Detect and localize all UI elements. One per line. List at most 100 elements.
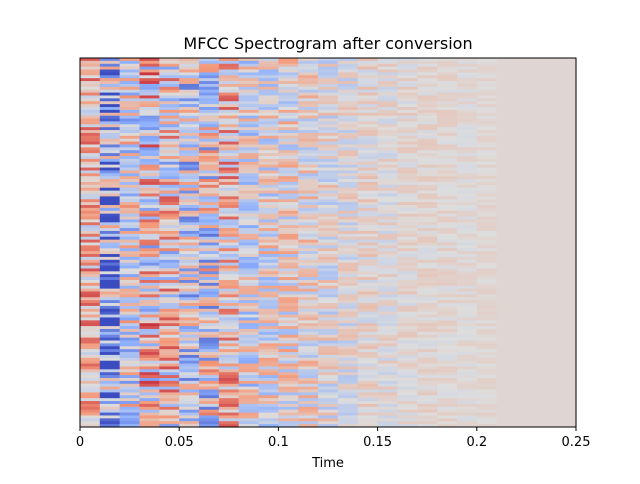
heatmap-cell bbox=[238, 409, 260, 414]
heatmap-cell bbox=[417, 115, 438, 120]
heatmap-cell bbox=[516, 202, 537, 206]
heatmap-cell bbox=[218, 363, 240, 368]
heatmap-cell bbox=[238, 75, 260, 79]
heatmap-cell bbox=[397, 254, 418, 258]
heatmap-cell bbox=[139, 372, 160, 376]
heatmap-cell bbox=[496, 190, 518, 195]
heatmap-cell bbox=[496, 311, 518, 316]
heatmap-cell bbox=[397, 375, 418, 379]
heatmap-cell bbox=[218, 72, 240, 76]
heatmap-cell bbox=[159, 392, 180, 396]
heatmap-cell bbox=[556, 308, 577, 313]
heatmap-cell bbox=[258, 357, 279, 362]
heatmap-cell bbox=[476, 118, 498, 123]
heatmap-cell bbox=[278, 297, 299, 301]
heatmap-cell bbox=[119, 150, 141, 154]
heatmap-cell bbox=[476, 406, 498, 411]
heatmap-cell bbox=[119, 406, 141, 411]
heatmap-cell bbox=[119, 222, 141, 226]
heatmap-cell bbox=[357, 130, 379, 134]
heatmap-cell bbox=[258, 127, 279, 131]
heatmap-cell bbox=[258, 196, 279, 200]
heatmap-cell bbox=[536, 303, 557, 307]
heatmap-cell bbox=[536, 254, 557, 258]
heatmap-cell bbox=[377, 127, 399, 131]
heatmap-cell bbox=[159, 395, 180, 399]
heatmap-cell bbox=[119, 297, 141, 301]
heatmap-cell bbox=[99, 81, 121, 85]
heatmap-cell bbox=[536, 406, 557, 411]
heatmap-cell bbox=[179, 328, 200, 333]
heatmap-cell bbox=[278, 150, 299, 154]
heatmap-cell bbox=[199, 334, 220, 339]
heatmap-cell bbox=[496, 225, 518, 229]
heatmap-cell bbox=[139, 311, 160, 316]
heatmap-cell bbox=[496, 291, 518, 295]
heatmap-cell bbox=[456, 268, 478, 272]
heatmap-cell bbox=[99, 72, 121, 76]
heatmap-cell bbox=[298, 170, 319, 174]
heatmap-cell bbox=[357, 363, 379, 368]
heatmap-cell bbox=[397, 303, 418, 307]
heatmap-cell bbox=[496, 334, 518, 339]
heatmap-cell bbox=[377, 251, 399, 255]
heatmap-cell bbox=[496, 259, 518, 264]
heatmap-cell bbox=[337, 170, 359, 174]
heatmap-cell bbox=[139, 409, 160, 414]
heatmap-cell bbox=[258, 81, 279, 85]
heatmap-cell bbox=[218, 314, 240, 319]
heatmap-cell bbox=[476, 144, 498, 148]
heatmap-cell bbox=[278, 127, 299, 131]
heatmap-cell bbox=[476, 401, 498, 405]
heatmap-cell bbox=[139, 369, 160, 373]
heatmap-cell bbox=[476, 245, 498, 249]
heatmap-cell bbox=[417, 202, 438, 206]
heatmap-cell bbox=[337, 144, 359, 148]
heatmap-cell bbox=[159, 138, 180, 143]
heatmap-cell bbox=[139, 199, 160, 203]
heatmap-cell bbox=[437, 363, 458, 368]
heatmap-cell bbox=[80, 173, 101, 177]
heatmap-cell bbox=[318, 196, 339, 200]
heatmap-cell bbox=[159, 326, 180, 330]
heatmap-cell bbox=[119, 89, 141, 94]
heatmap-cell bbox=[357, 314, 379, 319]
heatmap-cell bbox=[357, 352, 379, 356]
heatmap-cell bbox=[99, 107, 121, 111]
heatmap-cell bbox=[536, 144, 557, 148]
heatmap-cell bbox=[159, 161, 180, 166]
heatmap-cell bbox=[298, 216, 319, 221]
heatmap-cell bbox=[476, 377, 498, 382]
heatmap-cell bbox=[318, 403, 339, 408]
heatmap-cell bbox=[298, 389, 319, 393]
heatmap-cell bbox=[437, 60, 458, 65]
heatmap-cell bbox=[357, 415, 379, 419]
heatmap-cell bbox=[516, 360, 537, 365]
heatmap-cell bbox=[179, 279, 200, 284]
heatmap-cell bbox=[119, 225, 141, 229]
heatmap-cell bbox=[258, 78, 279, 82]
heatmap-cell bbox=[456, 161, 478, 166]
heatmap-cell bbox=[298, 398, 319, 402]
heatmap-cell bbox=[258, 308, 279, 313]
heatmap-cell bbox=[278, 135, 299, 140]
heatmap-cell bbox=[258, 317, 279, 321]
heatmap-cell bbox=[397, 323, 418, 327]
heatmap-cell bbox=[298, 179, 319, 183]
heatmap-cell bbox=[357, 383, 379, 388]
heatmap-cell bbox=[80, 205, 101, 209]
heatmap-cell bbox=[238, 375, 260, 379]
heatmap-cell bbox=[218, 395, 240, 399]
heatmap-cell bbox=[556, 317, 577, 321]
heatmap-cell bbox=[258, 363, 279, 368]
heatmap-cell bbox=[556, 375, 577, 379]
heatmap-cell bbox=[397, 386, 418, 391]
heatmap-cell bbox=[218, 300, 240, 304]
heatmap-cell bbox=[377, 104, 399, 108]
heatmap-cell bbox=[417, 418, 438, 422]
heatmap-cell bbox=[417, 107, 438, 111]
heatmap-cell bbox=[159, 141, 180, 146]
heatmap-cell bbox=[417, 421, 438, 425]
heatmap-cell bbox=[337, 421, 359, 425]
heatmap-cell bbox=[218, 86, 240, 91]
